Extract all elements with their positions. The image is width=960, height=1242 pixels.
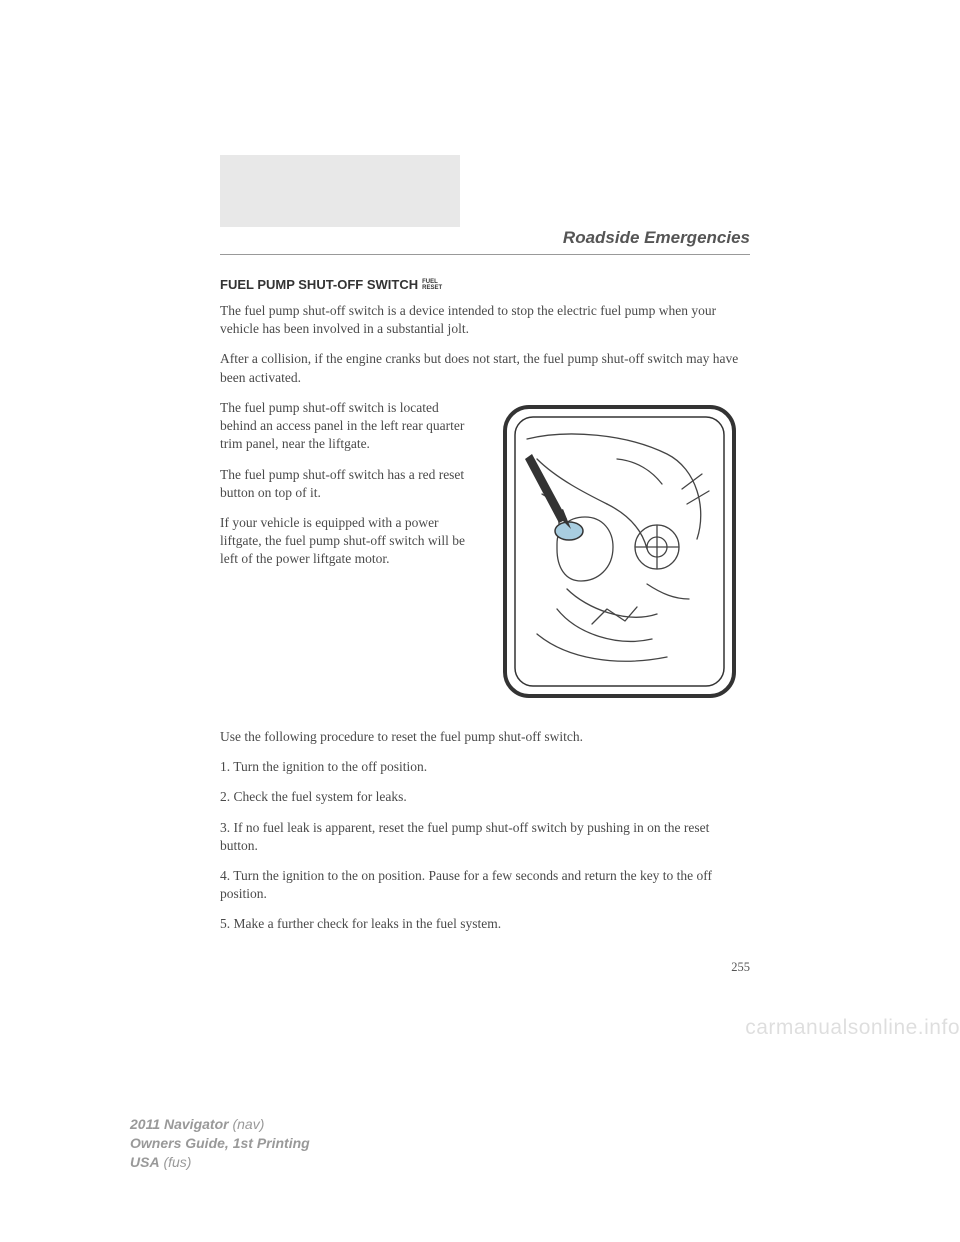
paragraph: The fuel pump shut-off switch is a devic… xyxy=(220,302,750,338)
fuel-icon-line2: RESET xyxy=(422,285,442,291)
fuel-reset-icon: FUEL RESET xyxy=(422,279,442,291)
section-title: FUEL PUMP SHUT-OFF SWITCH FUEL RESET xyxy=(220,277,750,292)
footer-guide: Owners Guide, 1st Printing xyxy=(130,1134,310,1153)
list-item: 4. Turn the ignition to the on position.… xyxy=(220,867,750,903)
paragraph: The fuel pump shut-off switch is located… xyxy=(220,399,472,454)
list-item: 1. Turn the ignition to the off position… xyxy=(220,758,750,776)
page-header: Roadside Emergencies xyxy=(220,228,750,255)
footer-model: 2011 Navigator xyxy=(130,1116,229,1132)
fuel-pump-diagram xyxy=(497,399,742,704)
footer: 2011 Navigator (nav) Owners Guide, 1st P… xyxy=(130,1115,310,1172)
right-column xyxy=(488,399,750,704)
list-item: 2. Check the fuel system for leaks. xyxy=(220,788,750,806)
list-item: 5. Make a further check for leaks in the… xyxy=(220,915,750,933)
left-column: The fuel pump shut-off switch is located… xyxy=(220,399,472,704)
page-number: 255 xyxy=(220,960,750,975)
footer-model-code: (nav) xyxy=(232,1116,264,1132)
paragraph: The fuel pump shut-off switch has a red … xyxy=(220,466,472,502)
page-content: Roadside Emergencies FUEL PUMP SHUT-OFF … xyxy=(220,228,750,975)
paragraph: After a collision, if the engine cranks … xyxy=(220,350,750,386)
section-title-text: FUEL PUMP SHUT-OFF SWITCH xyxy=(220,277,418,292)
footer-region-code: (fus) xyxy=(163,1154,191,1170)
footer-region: USA xyxy=(130,1154,160,1170)
two-column-layout: The fuel pump shut-off switch is located… xyxy=(220,399,750,704)
header-gray-block xyxy=(220,155,460,227)
paragraph: If your vehicle is equipped with a power… xyxy=(220,514,472,569)
watermark: carmanualsonline.info xyxy=(745,1016,960,1040)
list-item: 3. If no fuel leak is apparent, reset th… xyxy=(220,819,750,855)
paragraph: Use the following procedure to reset the… xyxy=(220,728,750,746)
